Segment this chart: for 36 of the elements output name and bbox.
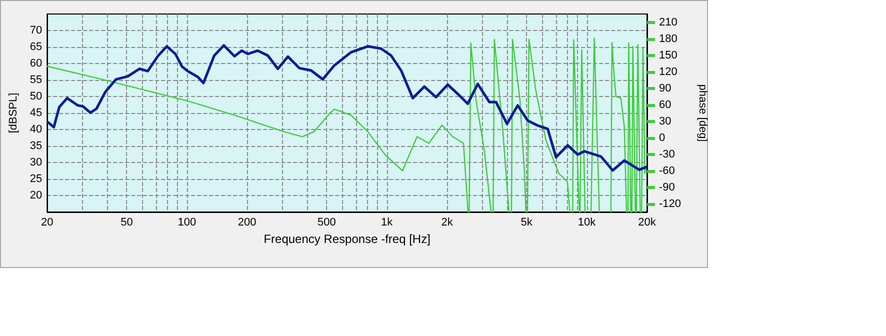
y2-tick-label: -120 [659,198,682,210]
y2-tick-label: 150 [659,49,678,62]
y-tick-label: 20 [30,190,42,202]
y-tick-label: 40 [30,124,42,136]
x-tick-label: 200 [238,216,256,228]
x-tick-label: 1k [381,216,394,228]
y-axis-title: [dBSPL] [8,92,20,134]
y2-tick-label: 30 [659,115,672,128]
y-tick-label: 35 [30,140,42,152]
y-tick-label: 55 [30,74,42,86]
x-tick-label: 50 [120,216,133,228]
y2-tick-label: 0 [659,132,666,144]
x-tick-label: 20k [638,216,656,228]
x-tick-label: 5k [520,216,533,228]
y-tick-label: 65 [30,41,42,53]
y2-tick-label: -60 [659,164,675,177]
x-axis-title: Frequency Response -freq [Hz] [264,232,430,246]
y-tick-label: 25 [30,173,42,185]
y2-tick-label: 210 [659,16,678,28]
y-tick-label: 30 [30,156,42,168]
x-tick-label: 10k [578,216,596,228]
y2-tick-label: 120 [659,66,678,78]
y-tick-label: 60 [30,58,42,70]
y2-axis-title: phase [deg] [696,84,708,142]
y-tick-label: 50 [30,90,42,102]
y2-tick-label: -30 [659,148,675,160]
y-tick-label: 45 [30,107,42,119]
y2-tick-label: 60 [659,98,672,111]
x-tick-label: 20 [41,216,54,228]
y2-tick-label: 180 [659,32,678,45]
x-tick-label: 500 [317,216,336,228]
x-tick-label: 100 [178,216,196,228]
y2-tick-label: -90 [659,181,675,194]
y-tick-label: 70 [30,24,42,36]
x-tick-label: 2k [441,216,454,228]
y2-tick-label: 90 [659,82,672,94]
